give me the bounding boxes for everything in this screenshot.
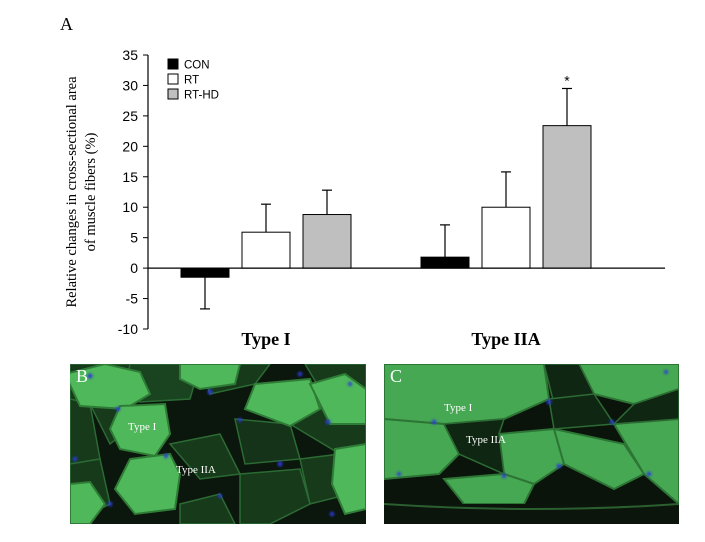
bar-rt-type-i — [241, 231, 291, 269]
bar-rt-type-iia — [481, 206, 531, 269]
y-tick-label: 35 — [122, 47, 138, 63]
y-tick-label: 30 — [122, 77, 138, 93]
legend-swatch-con — [167, 58, 179, 70]
y-axis-label-line1: Relative changes in cross-sectional area — [64, 76, 80, 308]
legend-swatch-rt — [167, 73, 179, 85]
bar-rt-hd-type-iia — [542, 125, 592, 269]
legend-label-rt-hd: RT-HD — [184, 90, 219, 102]
panel-label-a: A — [60, 14, 73, 34]
y-tick-label: 0 — [130, 260, 138, 276]
y-tick-label: -5 — [126, 291, 139, 307]
legend-label-con: CON — [184, 60, 210, 72]
y-tick-label: -10 — [118, 321, 138, 337]
bar-rt-hd-type-i — [302, 214, 352, 269]
panel-label-b: B — [76, 366, 89, 386]
y-axis: -10 -5 0 5 10 15 20 25 30 35 — [118, 47, 149, 337]
bars-group: * — [180, 72, 592, 310]
panel-label-c: C — [390, 366, 403, 386]
micrograph-c: C Type I Type IIA — [384, 364, 679, 524]
micrograph-b-image — [70, 364, 366, 524]
bar-con-type-i — [180, 267, 230, 278]
micrograph-c-label-type1: Type I — [444, 402, 473, 414]
micrograph-b-label-type1: Type I — [128, 421, 157, 433]
legend: CON RT RT-HD — [167, 58, 219, 102]
x-category-label: Type IIA — [471, 329, 540, 349]
y-tick-label: 20 — [122, 138, 138, 154]
x-category-label: Type I — [241, 329, 290, 349]
significance-marker: * — [564, 72, 570, 88]
micrograph-c-label-type2a: Type IIA — [466, 434, 506, 446]
y-tick-label: 5 — [130, 230, 138, 246]
y-tick-label: 25 — [122, 108, 138, 124]
y-tick-label: 15 — [122, 169, 138, 185]
y-axis-label-line2: of muscle fibers (%) — [83, 132, 99, 251]
bar-chart: A Relative changes in cross-sectional ar… — [60, 14, 665, 349]
x-axis: Type I Type IIA — [148, 267, 665, 349]
bar-con-type-iia — [420, 256, 470, 269]
micrograph-b: B Type I Type IIA — [70, 364, 366, 524]
micrograph-c-image — [384, 364, 679, 524]
legend-label-rt: RT — [184, 75, 199, 87]
legend-swatch-rt-hd — [167, 88, 179, 100]
micrograph-b-label-type2a: Type IIA — [176, 464, 216, 476]
y-tick-label: 10 — [122, 199, 138, 215]
